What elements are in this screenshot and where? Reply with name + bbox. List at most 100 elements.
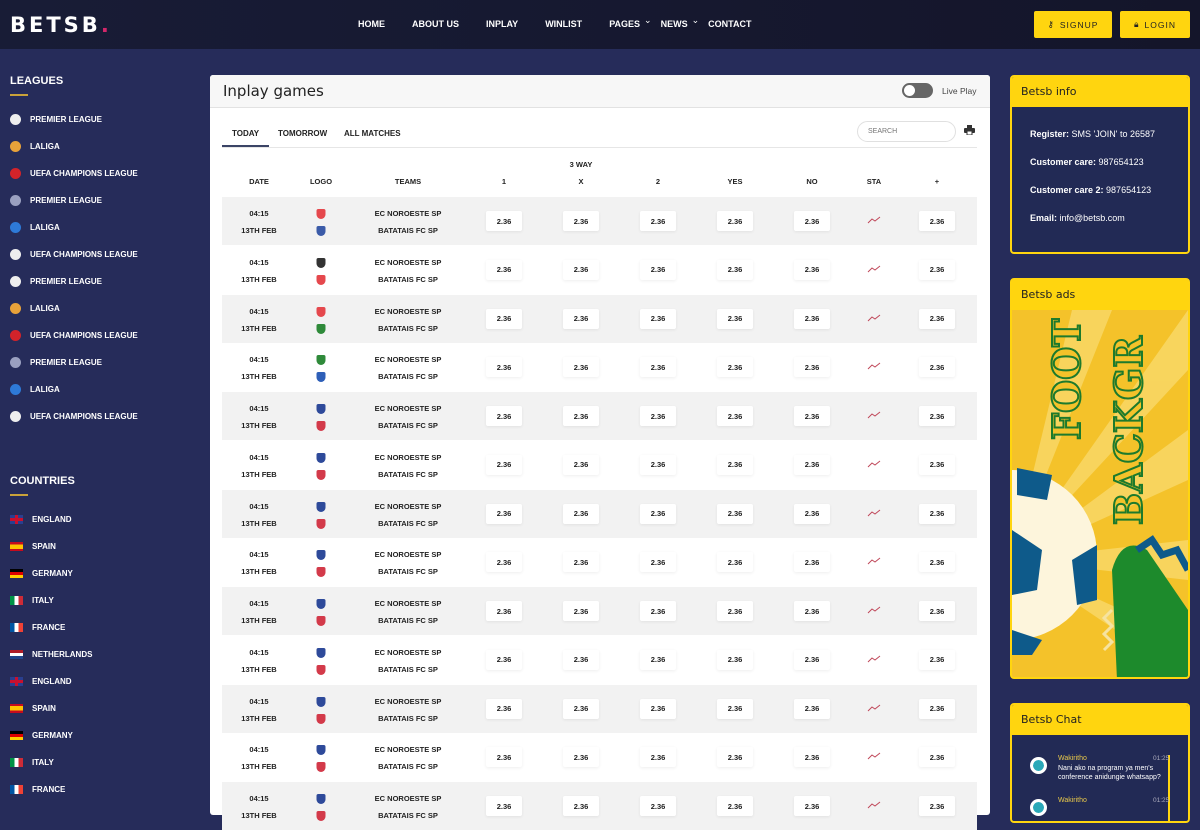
nav-about-us[interactable]: ABOUT US [412,19,459,29]
away-team[interactable]: BATATAIS FC SP [378,469,438,479]
table-row[interactable]: 04:15 13TH FEB EC NOROESTE SP BATATAIS FC S… [222,294,977,343]
odd-button-yes[interactable]: 2.36 [717,698,753,719]
odd-button-yes[interactable]: 2.36 [717,796,753,816]
sidebar-league-item[interactable]: LALIGA [10,222,60,233]
stats-chart-icon[interactable] [867,655,881,663]
sidebar-country-item[interactable]: ENGLAND [10,515,72,524]
home-team[interactable]: EC NOROESTE SP [374,794,442,803]
odd-button-yes[interactable]: 2.36 [717,503,753,524]
more-odds-button[interactable]: 2.36 [919,698,955,719]
home-team[interactable]: EC NOROESTE SP [374,404,442,413]
more-odds-button[interactable]: 2.36 [919,747,955,768]
odd-button-no[interactable]: 2.36 [794,552,830,573]
odd-button-no[interactable]: 2.36 [794,259,830,280]
away-team[interactable]: BATATAIS FC SP [378,518,438,528]
stats-chart-icon[interactable] [867,704,881,712]
table-row[interactable]: 04:15 13TH FEB EC NOROESTE SP BATATAIS FC S… [222,733,977,781]
sidebar-country-item[interactable]: GERMANY [10,731,73,740]
odd-button-no[interactable]: 2.36 [794,454,830,475]
odd-button-no[interactable]: 2.36 [794,211,830,231]
ad-banner-image[interactable]: FOOT BACKGR [1012,310,1188,679]
sidebar-league-item[interactable]: PREMIER LEAGUE [10,195,102,206]
odd-button-no[interactable]: 2.36 [794,601,830,621]
odd-button-x[interactable]: 2.36 [563,552,599,573]
odd-button-yes[interactable]: 2.36 [717,552,753,573]
sidebar-country-item[interactable]: ENGLAND [10,677,72,686]
home-team[interactable]: EC NOROESTE SP [374,550,442,560]
home-team[interactable]: EC NOROESTE SP [374,452,442,462]
more-odds-button[interactable]: 2.36 [919,503,955,524]
odd-button-x[interactable]: 2.36 [563,601,599,621]
sidebar-league-item[interactable]: LALIGA [10,141,60,152]
table-row[interactable]: 04:15 13TH FEB EC NOROESTE SP BATATAIS FC S… [222,246,977,294]
odd-button-yes[interactable]: 2.36 [717,211,753,231]
stats-chart-icon[interactable] [867,801,881,809]
odd-button-1[interactable]: 2.36 [486,259,522,280]
odd-button-yes[interactable]: 2.36 [717,406,753,426]
table-row[interactable]: 04:15 13TH FEB EC NOROESTE SP BATATAIS FC S… [222,636,977,684]
odd-button-1[interactable]: 2.36 [486,211,522,231]
odd-button-2[interactable]: 2.36 [640,308,676,329]
odd-button-yes[interactable]: 2.36 [717,308,753,329]
odd-button-no[interactable]: 2.36 [794,406,830,426]
sidebar-country-item[interactable]: GERMANY [10,569,73,578]
sidebar-league-item[interactable]: UEFA CHAMPIONS LEAGUE [10,411,138,422]
home-team[interactable]: EC NOROESTE SP [374,257,442,267]
more-odds-button[interactable]: 2.36 [919,308,955,329]
away-team[interactable]: BATATAIS FC SP [378,664,438,674]
odd-button-x[interactable]: 2.36 [563,698,599,719]
odd-button-x[interactable]: 2.36 [563,747,599,768]
away-team[interactable]: BATATAIS FC SP [378,616,438,625]
brand-logo[interactable]: BETSB. [10,13,112,37]
more-odds-button[interactable]: 2.36 [919,796,955,816]
home-team[interactable]: EC NOROESTE SP [374,745,442,755]
nav-inplay[interactable]: INPLAY [486,19,519,29]
home-team[interactable]: EC NOROESTE SP [374,306,442,316]
sidebar-league-item[interactable]: LALIGA [10,384,60,395]
odd-button-2[interactable]: 2.36 [640,357,676,378]
odd-button-2[interactable]: 2.36 [640,259,676,280]
home-team[interactable]: EC NOROESTE SP [374,501,442,511]
odd-button-2[interactable]: 2.36 [640,747,676,768]
home-team[interactable]: EC NOROESTE SP [374,696,442,706]
search-input[interactable] [857,121,956,142]
table-row[interactable]: 04:15 13TH FEB EC NOROESTE SP BATATAIS FC S… [222,587,977,635]
table-row[interactable]: 04:15 13TH FEB EC NOROESTE SP BATATAIS FC S… [222,489,977,538]
odd-button-1[interactable]: 2.36 [486,649,522,670]
stats-chart-icon[interactable] [867,216,881,224]
odd-button-x[interactable]: 2.36 [563,503,599,524]
nav-home[interactable]: HOME [358,19,385,29]
odd-button-no[interactable]: 2.36 [794,747,830,768]
more-odds-button[interactable]: 2.36 [919,552,955,573]
signup-button[interactable]: ⚷ SIGNUP [1034,11,1112,38]
live-play-toggle[interactable] [902,83,933,98]
odd-button-2[interactable]: 2.36 [640,503,676,524]
sidebar-league-item[interactable]: UEFA CHAMPIONS LEAGUE [10,330,138,341]
sidebar-country-item[interactable]: SPAIN [10,704,56,713]
odd-button-2[interactable]: 2.36 [640,406,676,426]
sidebar-league-item[interactable]: UEFA CHAMPIONS LEAGUE [10,249,138,260]
odd-button-2[interactable]: 2.36 [640,211,676,231]
more-odds-button[interactable]: 2.36 [919,649,955,670]
odd-button-1[interactable]: 2.36 [486,454,522,475]
odd-button-1[interactable]: 2.36 [486,357,522,378]
sidebar-league-item[interactable]: PREMIER LEAGUE [10,357,102,368]
stats-chart-icon[interactable] [867,362,881,370]
odd-button-2[interactable]: 2.36 [640,552,676,573]
odd-button-x[interactable]: 2.36 [563,211,599,231]
sidebar-country-item[interactable]: FRANCE [10,785,65,794]
sidebar-league-item[interactable]: LALIGA [10,303,60,314]
odd-button-no[interactable]: 2.36 [794,357,830,378]
odd-button-1[interactable]: 2.36 [486,601,522,621]
sidebar-country-item[interactable]: NETHERLANDS [10,650,92,659]
home-team[interactable]: EC NOROESTE SP [374,599,442,608]
away-team[interactable]: BATATAIS FC SP [378,274,438,284]
away-team[interactable]: BATATAIS FC SP [378,567,438,577]
nav-news[interactable]: NEWS [660,19,688,29]
odd-button-2[interactable]: 2.36 [640,698,676,719]
odd-button-x[interactable]: 2.36 [563,406,599,426]
odd-button-no[interactable]: 2.36 [794,308,830,329]
away-team[interactable]: BATATAIS FC SP [378,811,438,820]
stats-chart-icon[interactable] [867,314,881,322]
away-team[interactable]: BATATAIS FC SP [378,421,438,430]
